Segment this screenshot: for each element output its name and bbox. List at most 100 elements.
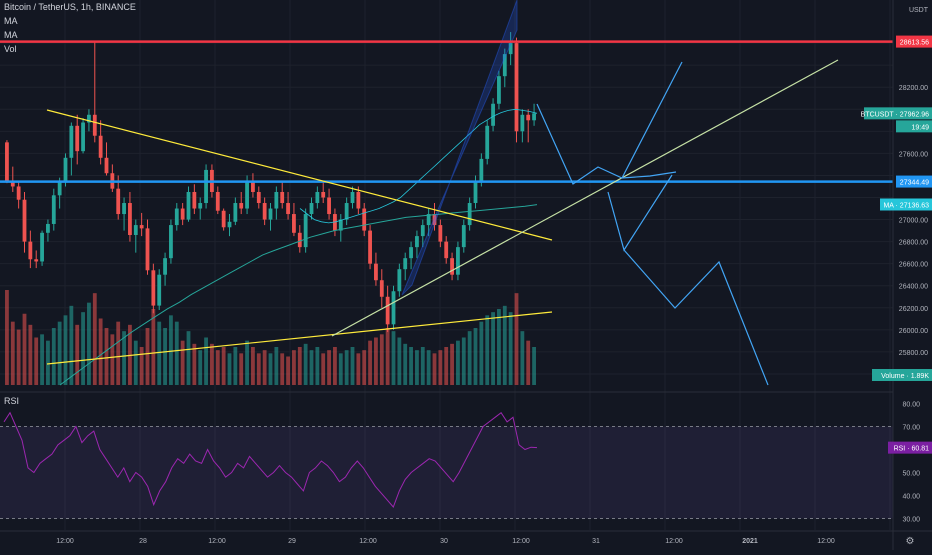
volume-bar (497, 309, 501, 385)
volume-bar (204, 337, 208, 385)
volume-bar (368, 340, 372, 385)
candle-body (409, 247, 413, 259)
volume-bar (151, 309, 156, 385)
time-tick-label: 29 (288, 538, 296, 545)
volume-bar (262, 350, 267, 385)
volume-bar (350, 347, 355, 385)
volume-bar (456, 340, 460, 385)
volume-bar (139, 347, 144, 385)
candle-body (92, 114, 97, 136)
projection-path-up-1 (607, 174, 673, 252)
volume-bar (69, 305, 74, 385)
volume-bar (192, 343, 197, 385)
volume-bar (333, 347, 337, 385)
candle-body (221, 210, 226, 228)
projection-path-flat (536, 103, 677, 185)
ma-indicator-label-1[interactable]: MA (4, 16, 18, 26)
volume-bar (51, 328, 56, 385)
price-tick-label: 26600.00 (899, 262, 928, 269)
candle-body (69, 125, 74, 158)
candle-body (227, 221, 232, 228)
candle-body (233, 203, 238, 222)
volume-bar (227, 353, 232, 385)
candle-body (497, 76, 501, 104)
volume-bar (461, 337, 466, 385)
rsi-tick-label: 40.00 (902, 494, 920, 501)
volume-bar (145, 328, 150, 385)
rsi-tick-label: 70.00 (902, 425, 920, 432)
price-tick-label: 26000.00 (899, 328, 928, 335)
volume-bar (297, 347, 302, 385)
price-tick-label: 26800.00 (899, 240, 928, 247)
volume-bar (157, 321, 162, 385)
rsi-band (0, 426, 893, 519)
candle-body (34, 259, 39, 262)
candle-body (251, 180, 255, 192)
time-tick-label: 12:00 (817, 538, 835, 545)
projection-path-up-2 (621, 61, 683, 179)
candle-body (420, 225, 425, 237)
time-tick-label: 12:00 (56, 538, 74, 545)
rsi-pane-label[interactable]: RSI (4, 396, 20, 406)
volume-bar (356, 353, 361, 385)
volume-bar (473, 328, 478, 385)
candle-body (186, 191, 191, 220)
price-axis-unit: USDT (909, 7, 929, 14)
descending-trendline (46, 109, 553, 241)
volume-bar (502, 305, 507, 385)
candle-body (514, 43, 519, 132)
volume-bar (485, 315, 490, 385)
volume-bar (426, 350, 431, 385)
candle-body (16, 186, 21, 200)
candle-body (467, 203, 472, 226)
candle-body (192, 191, 197, 209)
volume-bar (479, 321, 484, 385)
volume-bar (198, 350, 203, 385)
volume-bar (309, 350, 314, 385)
volume-bar (315, 347, 320, 385)
candle-body (456, 247, 460, 275)
volume-indicator-label[interactable]: Vol (4, 44, 17, 54)
candle-body (10, 180, 15, 187)
volume-bar (450, 343, 454, 385)
volume-bar (46, 340, 50, 385)
volume-bar (520, 331, 525, 385)
candle-body (520, 114, 525, 132)
price-tick-label: 26200.00 (899, 306, 928, 313)
candle-body (5, 142, 9, 181)
candle-body (344, 203, 349, 220)
candle-body (98, 135, 103, 158)
volume-bar (169, 315, 173, 385)
settings-gear-glyph: ⚙ (906, 536, 915, 547)
price-tick-label: 27000.00 (899, 218, 928, 225)
rsi-tick-label: 50.00 (902, 471, 920, 478)
candle-body (338, 219, 343, 231)
candle-body (426, 214, 431, 226)
volume-bar (10, 321, 15, 385)
volume-bar (409, 347, 413, 385)
volume-value-tag: Volume · 1.89K (881, 373, 929, 380)
candle-body (432, 214, 437, 226)
candle-body (473, 180, 478, 204)
volume-bar (87, 302, 91, 385)
volume-bar (34, 337, 39, 385)
candle-body (262, 203, 267, 220)
symbol-title: Bitcoin / TetherUS, 1h, BINANCE (4, 2, 136, 12)
candle-body (280, 191, 285, 204)
projection-path-down (623, 249, 769, 386)
candle-body (256, 191, 261, 204)
volume-bar (491, 312, 495, 385)
price-tick-label: 28200.00 (899, 85, 928, 92)
volume-bar (110, 334, 115, 385)
volume-bar (63, 315, 68, 385)
candle-body (163, 258, 167, 275)
candle-body (169, 225, 173, 259)
volume-bar (98, 318, 103, 385)
ma-indicator-label-2[interactable]: MA (4, 30, 18, 40)
candle-body (274, 191, 279, 209)
volume-bar (374, 337, 378, 385)
candle-body (40, 232, 44, 262)
candle-body (46, 223, 50, 233)
